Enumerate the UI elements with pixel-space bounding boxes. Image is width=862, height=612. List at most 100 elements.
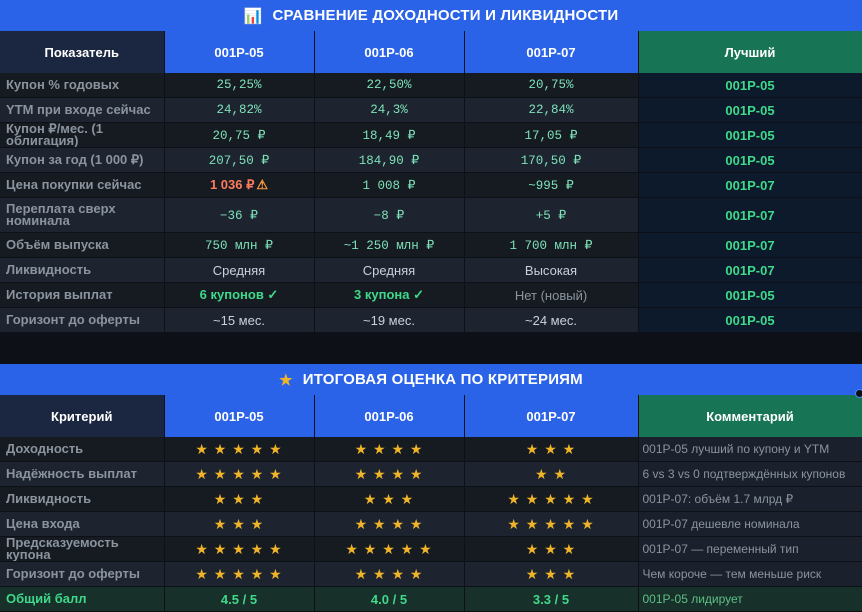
cell-value: 20,75%	[464, 73, 639, 98]
scoring-header-row: Критерий 001Р-05 001Р-06 001Р-07 Коммент…	[0, 395, 862, 437]
row-label: Ликвидность	[0, 486, 165, 512]
row-label: Купон % годовых	[0, 73, 165, 98]
cell-value: 22,84%	[464, 97, 639, 123]
table-row: Ликвидность Средняя Средняя Высокая 001Р…	[0, 257, 862, 283]
comment-cell: Чем короче — тем меньше риск	[638, 561, 862, 587]
best-cell: 001Р-05	[638, 122, 862, 148]
cell-value: 3 купона ✓	[314, 282, 465, 308]
star-rating: ★ ★ ★	[164, 511, 315, 537]
cell-value: −8 ₽	[314, 197, 465, 233]
star-rating: ★ ★ ★ ★ ★	[164, 561, 315, 587]
total-label: Общий балл	[0, 586, 165, 612]
table-row: Горизонт до оферты ~15 мес. ~19 мес. ~24…	[0, 307, 862, 333]
comment-cell: 001Р-07 дешевле номинала	[638, 511, 862, 537]
table-row: Цена входа ★ ★ ★ ★ ★ ★ ★ ★ ★ ★ ★ ★ 001Р-…	[0, 511, 862, 537]
table-row: Горизонт до оферты ★ ★ ★ ★ ★ ★ ★ ★ ★ ★ ★…	[0, 561, 862, 587]
comment-cell: 001Р-07 — переменный тип	[638, 536, 862, 562]
row-label: Ликвидность	[0, 257, 165, 283]
star-rating: ★ ★ ★	[464, 536, 639, 562]
row-label: Цена входа	[0, 511, 165, 537]
row-label: Объём выпуска	[0, 232, 165, 258]
table-row: Ликвидность ★ ★ ★ ★ ★ ★ ★ ★ ★ ★ ★ 001Р-0…	[0, 486, 862, 512]
star-rating: ★ ★ ★	[164, 486, 315, 512]
header-bond-05: 001Р-05	[164, 395, 315, 437]
table-row: Купон за год (1 000 ₽) 207,50 ₽ 184,90 ₽…	[0, 147, 862, 173]
header-bond-06: 001Р-06	[314, 395, 465, 437]
comment-cell: 001Р-07: объём 1.7 млрд ₽	[638, 486, 862, 512]
table-row: Предсказуемость купона ★ ★ ★ ★ ★ ★ ★ ★ ★…	[0, 536, 862, 562]
cell-value: 22,50%	[314, 73, 465, 98]
cell-value: ~995 ₽	[464, 172, 639, 198]
table-row: Надёжность выплат ★ ★ ★ ★ ★ ★ ★ ★ ★ ★ ★ …	[0, 461, 862, 487]
comparison-title: СРАВНЕНИЕ ДОХОДНОСТИ И ЛИКВИДНОСТИ	[272, 7, 619, 24]
cell-value: 24,3%	[314, 97, 465, 123]
comparison-header-row: Показатель 001Р-05 001Р-06 001Р-07 Лучши…	[0, 31, 862, 73]
cell-value-warning: 1 036 ₽ ⚠	[164, 172, 315, 198]
row-label: Переплата сверх номинала	[0, 197, 165, 233]
total-score: 4.5 / 5	[164, 586, 315, 612]
total-row: Общий балл 4.5 / 5 4.0 / 5 3.3 / 5 001Р-…	[0, 586, 862, 612]
total-comment: 001Р-05 лидирует	[638, 586, 862, 612]
row-label: Горизонт до оферты	[0, 307, 165, 333]
best-cell: 001Р-05	[638, 73, 862, 98]
header-comment: Комментарий	[638, 395, 862, 437]
comparison-title-bar: 📊 СРАВНЕНИЕ ДОХОДНОСТИ И ЛИКВИДНОСТИ	[0, 0, 862, 31]
table-row: История выплат 6 купонов ✓ 3 купона ✓ Не…	[0, 282, 862, 308]
best-cell: 001Р-05	[638, 282, 862, 308]
star-rating: ★ ★ ★ ★ ★	[164, 461, 315, 487]
star-rating: ★ ★ ★	[314, 486, 465, 512]
row-label: Предсказуемость купона	[0, 536, 165, 562]
table-row: Купон ₽/мес. (1 облигация) 20,75 ₽ 18,49…	[0, 122, 862, 148]
best-cell: 001Р-07	[638, 197, 862, 233]
table-row: YTM при входе сейчас 24,82% 24,3% 22,84%…	[0, 97, 862, 123]
star-rating: ★ ★ ★	[464, 437, 639, 462]
cell-value: 20,75 ₽	[164, 122, 315, 148]
best-cell: 001Р-05	[638, 307, 862, 333]
star-rating: ★ ★	[464, 461, 639, 487]
cell-value: 750 млн ₽	[164, 232, 315, 258]
header-bond-06: 001Р-06	[314, 31, 465, 73]
chart-icon: 📊	[243, 7, 263, 25]
cell-value: ~19 мес.	[314, 307, 465, 333]
table-row: Объём выпуска 750 млн ₽ ~1 250 млн ₽ 1 7…	[0, 232, 862, 258]
header-best: Лучший	[638, 31, 862, 73]
row-label: Доходность	[0, 437, 165, 462]
table-row: Цена покупки сейчас 1 036 ₽ ⚠ 1 008 ₽ ~99…	[0, 172, 862, 198]
star-rating: ★ ★ ★ ★ ★	[314, 536, 465, 562]
row-label: YTM при входе сейчас	[0, 97, 165, 123]
row-label: Горизонт до оферты	[0, 561, 165, 587]
cell-value: 18,49 ₽	[314, 122, 465, 148]
cell-value: 1 008 ₽	[314, 172, 465, 198]
row-label: Купон за год (1 000 ₽)	[0, 147, 165, 173]
scoring-title: ИТОГОВАЯ ОЦЕНКА ПО КРИТЕРИЯМ	[302, 371, 583, 388]
table-row: Купон % годовых 25,25% 22,50% 20,75% 001…	[0, 73, 862, 98]
best-cell: 001Р-07	[638, 232, 862, 258]
cell-value: Средняя	[164, 257, 315, 283]
cell-value: ~24 мес.	[464, 307, 639, 333]
header-criterion: Критерий	[0, 395, 165, 437]
star-rating: ★ ★ ★ ★	[314, 511, 465, 537]
cell-value: 207,50 ₽	[164, 147, 315, 173]
comment-cell: 6 vs 3 vs 0 подтверждённых купонов	[638, 461, 862, 487]
cell-value: Средняя	[314, 257, 465, 283]
star-rating: ★ ★ ★ ★	[314, 437, 465, 462]
header-bond-05: 001Р-05	[164, 31, 315, 73]
cell-value: 6 купонов ✓	[164, 282, 315, 308]
star-rating: ★ ★ ★ ★ ★	[164, 536, 315, 562]
price-value: 1 036 ₽	[209, 177, 255, 192]
header-indicator: Показатель	[0, 31, 165, 73]
warning-icon: ⚠	[256, 177, 269, 192]
row-label: История выплат	[0, 282, 165, 308]
scroll-handle[interactable]	[855, 389, 862, 398]
star-rating: ★ ★ ★ ★ ★	[164, 437, 315, 462]
cell-value: 17,05 ₽	[464, 122, 639, 148]
total-score: 3.3 / 5	[464, 586, 639, 612]
table-row: Переплата сверх номинала −36 ₽ −8 ₽ +5 ₽…	[0, 197, 862, 233]
cell-value: 184,90 ₽	[314, 147, 465, 173]
best-cell: 001Р-05	[638, 147, 862, 173]
cell-value: 170,50 ₽	[464, 147, 639, 173]
star-rating: ★ ★ ★	[464, 561, 639, 587]
header-bond-07: 001Р-07	[464, 31, 639, 73]
comparison-table: Показатель 001Р-05 001Р-06 001Р-07 Лучши…	[0, 31, 862, 333]
comment-cell: 001Р-05 лучший по купону и YTM	[638, 437, 862, 462]
